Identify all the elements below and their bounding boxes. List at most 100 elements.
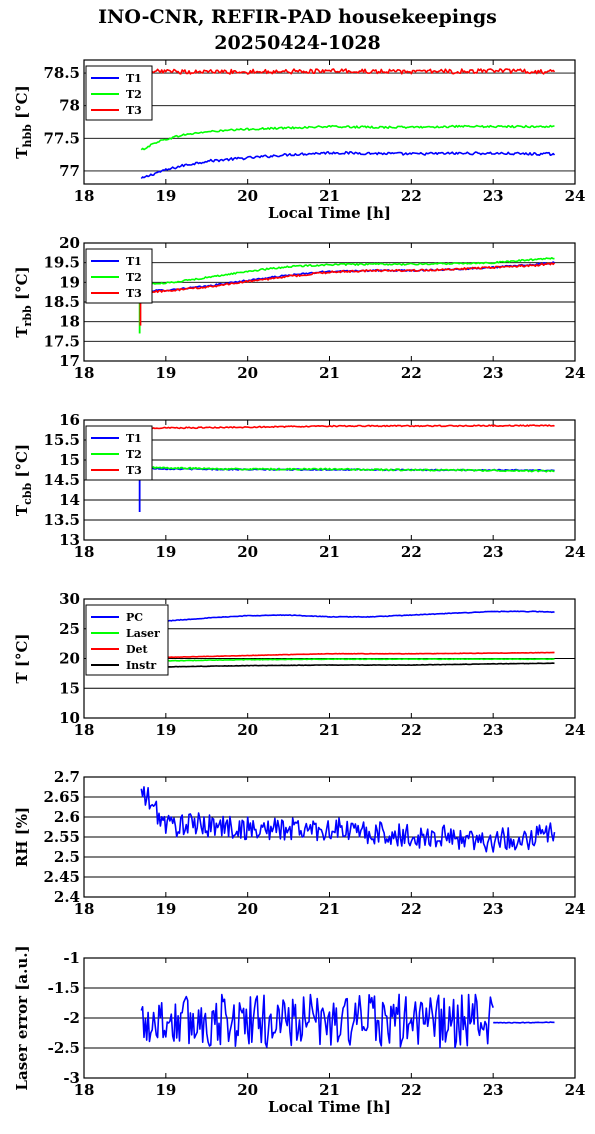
- x-tick-label: 18: [74, 543, 95, 561]
- y-tick-label: -3: [63, 1069, 80, 1087]
- x-tick-label: 18: [74, 721, 95, 739]
- y-tick-label: -2: [63, 1009, 80, 1027]
- x-tick-label: 22: [401, 187, 422, 205]
- chart-panel-4: 10 15 20 25 30 18 19 20 21 22 23 24 T [°C] PC Laser Det…: [13, 590, 585, 739]
- x-tick-label: 20: [237, 187, 258, 205]
- y-axis-label: Thbb [°C]: [13, 85, 34, 158]
- x-axis-label: Local Time [h]: [268, 204, 391, 222]
- series-line-t2: [141, 256, 555, 286]
- y-tick-label: 2.4: [54, 888, 80, 906]
- x-tick-label: 24: [565, 721, 586, 739]
- x-tick-label: 22: [401, 364, 422, 382]
- y-tick-label: 10: [59, 709, 80, 727]
- x-tick-label: 18: [74, 187, 95, 205]
- x-tick-label: 23: [483, 187, 504, 205]
- y-axis-label: Laser error [a.u.]: [13, 945, 31, 1090]
- x-tick-label: 18: [74, 900, 95, 918]
- y-tick-label: 15: [59, 451, 80, 469]
- legend-label: T3: [126, 464, 142, 477]
- chart-panel-5: 2.4 2.45 2.5 2.55 2.6 2.65 2.7 18 19 20 21 22 23 24 RH…: [13, 768, 585, 918]
- x-tick-label: 24: [565, 900, 586, 918]
- y-tick-label: 78: [59, 97, 80, 115]
- x-tick-label: 20: [237, 721, 258, 739]
- y-tick-label: 18.5: [43, 293, 80, 311]
- y-tick-label: 18: [59, 313, 80, 331]
- y-tick-label: 20: [59, 650, 80, 668]
- series-line-t2: [141, 465, 555, 473]
- x-tick-label: 23: [483, 900, 504, 918]
- y-tick-label: 20: [59, 234, 80, 252]
- x-tick-label: 23: [483, 543, 504, 561]
- x-tick-label: 23: [483, 364, 504, 382]
- series-line-instr: [141, 662, 555, 669]
- y-tick-label: 2.45: [43, 868, 80, 886]
- x-tick-label: 20: [237, 900, 258, 918]
- x-tick-label: 18: [74, 1081, 95, 1099]
- y-tick-label: -2.5: [48, 1039, 80, 1057]
- legend-label: T1: [126, 255, 142, 268]
- y-tick-label: 13: [59, 531, 80, 549]
- y-tick-label: 78.5: [43, 64, 80, 82]
- legend-label: T2: [126, 88, 142, 101]
- y-tick-label: 16: [59, 411, 80, 429]
- y-tick-label: 17: [59, 352, 80, 370]
- y-tick-label: 2.7: [54, 768, 80, 786]
- x-tick-label: 19: [155, 364, 176, 382]
- y-tick-label: 13.5: [43, 511, 80, 529]
- x-tick-label: 21: [319, 721, 340, 739]
- x-tick-label: 19: [155, 721, 176, 739]
- y-tick-label: 19: [59, 273, 80, 291]
- legend-label: T3: [126, 287, 142, 300]
- y-axis-label: Trbb [°C]: [13, 266, 34, 337]
- legend: PC Laser Det Instr: [85, 604, 169, 676]
- legend-label: Laser: [126, 627, 160, 640]
- x-tick-label: 24: [565, 543, 586, 561]
- y-tick-label: 19.5: [43, 254, 80, 272]
- y-axis-label: T [°C]: [13, 633, 31, 683]
- x-tick-label: 22: [401, 900, 422, 918]
- x-tick-label: 19: [155, 1081, 176, 1099]
- x-tick-label: 19: [155, 187, 176, 205]
- y-tick-label: 14: [59, 491, 80, 509]
- legend: T1 T2 T3: [85, 248, 153, 304]
- y-tick-label: 2.6: [54, 808, 80, 826]
- y-axis-label: Tcbb [°C]: [13, 444, 34, 516]
- y-tick-label: 15: [59, 679, 80, 697]
- x-tick-label: 21: [319, 187, 340, 205]
- x-tick-label: 21: [319, 364, 340, 382]
- y-tick-label: 25: [59, 620, 80, 638]
- x-tick-label: 21: [319, 1081, 340, 1099]
- y-tick-label: 2.5: [54, 848, 80, 866]
- x-tick-label: 24: [565, 1081, 586, 1099]
- series-line-data: [140, 993, 494, 1049]
- x-tick-label: 22: [401, 721, 422, 739]
- x-tick-label: 19: [155, 543, 176, 561]
- x-tick-label: 23: [483, 721, 504, 739]
- x-tick-label: 24: [565, 364, 586, 382]
- legend-label: Instr: [126, 659, 156, 672]
- series-line-t1: [140, 150, 556, 180]
- y-tick-label: -1.5: [48, 979, 80, 997]
- x-tick-label: 22: [401, 1081, 422, 1099]
- y-axis-label: RH [%]: [13, 807, 31, 867]
- plot-frame: [83, 59, 576, 185]
- y-tick-label: 2.65: [43, 788, 80, 806]
- series-line-data: [140, 786, 556, 853]
- legend-label: Det: [126, 643, 149, 656]
- legend: T1 T2 T3: [85, 425, 153, 481]
- series-line-t3: [141, 262, 556, 294]
- x-axis-label: Local Time [h]: [268, 1098, 391, 1116]
- series-line-t3: [140, 68, 556, 75]
- legend-label: PC: [126, 611, 143, 624]
- series-line-t2: [140, 124, 555, 151]
- chart-panel-6: -3 -2.5 -2 -1.5 -1 18 19 20 21 22 23 24 Local Time […: [13, 945, 585, 1116]
- x-tick-label: 22: [401, 543, 422, 561]
- legend-label: T2: [126, 448, 142, 461]
- x-tick-label: 19: [155, 900, 176, 918]
- y-tick-label: 14.5: [43, 471, 80, 489]
- x-tick-label: 21: [319, 543, 340, 561]
- x-tick-label: 23: [483, 1081, 504, 1099]
- x-tick-label: 21: [319, 900, 340, 918]
